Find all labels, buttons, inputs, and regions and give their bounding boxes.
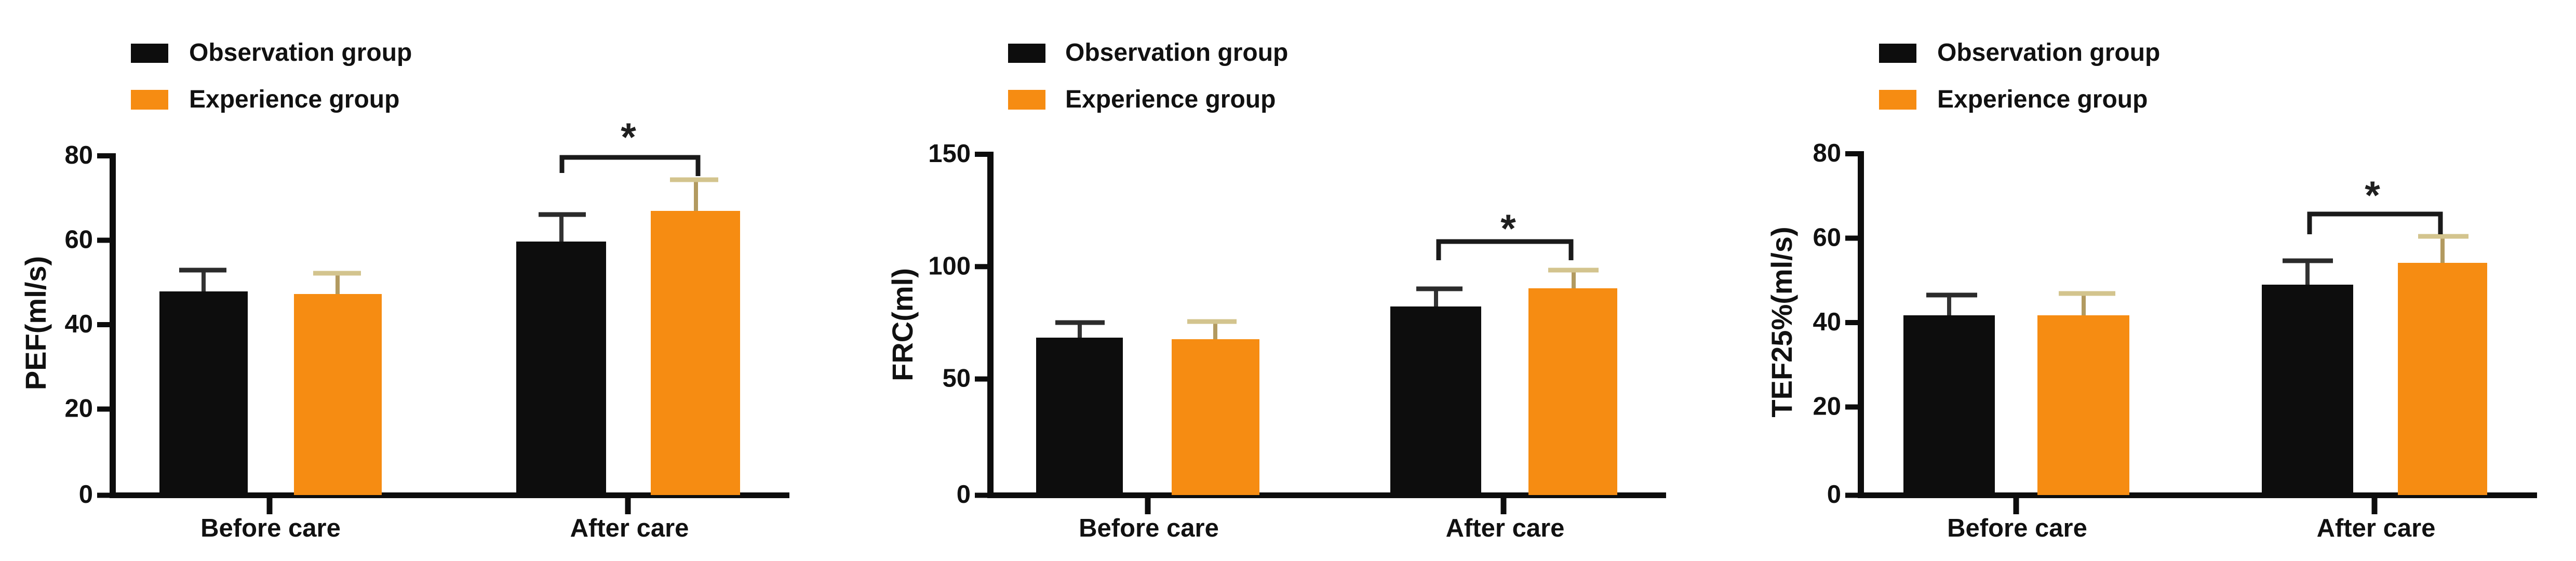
svg-text:0: 0: [79, 480, 93, 509]
svg-text:150: 150: [928, 140, 971, 168]
svg-text:Experience group: Experience group: [1065, 86, 1276, 113]
svg-text:FRC(ml): FRC(ml): [886, 268, 919, 381]
svg-text:40: 40: [64, 310, 93, 338]
svg-text:*: *: [621, 115, 636, 159]
svg-text:40: 40: [1813, 308, 1841, 336]
svg-text:100: 100: [928, 252, 971, 280]
svg-text:Observation group: Observation group: [1065, 39, 1288, 66]
svg-text:Observation group: Observation group: [1937, 39, 2160, 66]
svg-text:60: 60: [1813, 224, 1841, 252]
svg-text:80: 80: [64, 141, 93, 169]
svg-text:50: 50: [942, 365, 971, 393]
svg-text:After care: After care: [570, 514, 689, 542]
svg-text:0: 0: [957, 480, 971, 509]
svg-text:*: *: [1500, 207, 1516, 251]
svg-text:After care: After care: [2317, 514, 2436, 542]
svg-text:TEF25%(ml/s): TEF25%(ml/s): [1765, 226, 1798, 417]
svg-text:60: 60: [64, 226, 93, 254]
svg-text:0: 0: [1827, 480, 1841, 509]
svg-text:Before care: Before care: [1947, 514, 2087, 542]
svg-text:80: 80: [1813, 139, 1841, 167]
svg-text:After care: After care: [1446, 514, 1565, 542]
svg-text:Before care: Before care: [1079, 514, 1219, 542]
svg-text:20: 20: [1813, 393, 1841, 421]
svg-text:20: 20: [64, 395, 93, 423]
svg-text:PEF(ml/s): PEF(ml/s): [19, 256, 52, 390]
svg-text:Before care: Before care: [200, 514, 341, 542]
svg-text:Experience group: Experience group: [1937, 86, 2148, 113]
svg-text:*: *: [2365, 173, 2380, 218]
svg-text:Observation group: Observation group: [189, 39, 412, 66]
svg-text:Experience group: Experience group: [189, 86, 399, 113]
